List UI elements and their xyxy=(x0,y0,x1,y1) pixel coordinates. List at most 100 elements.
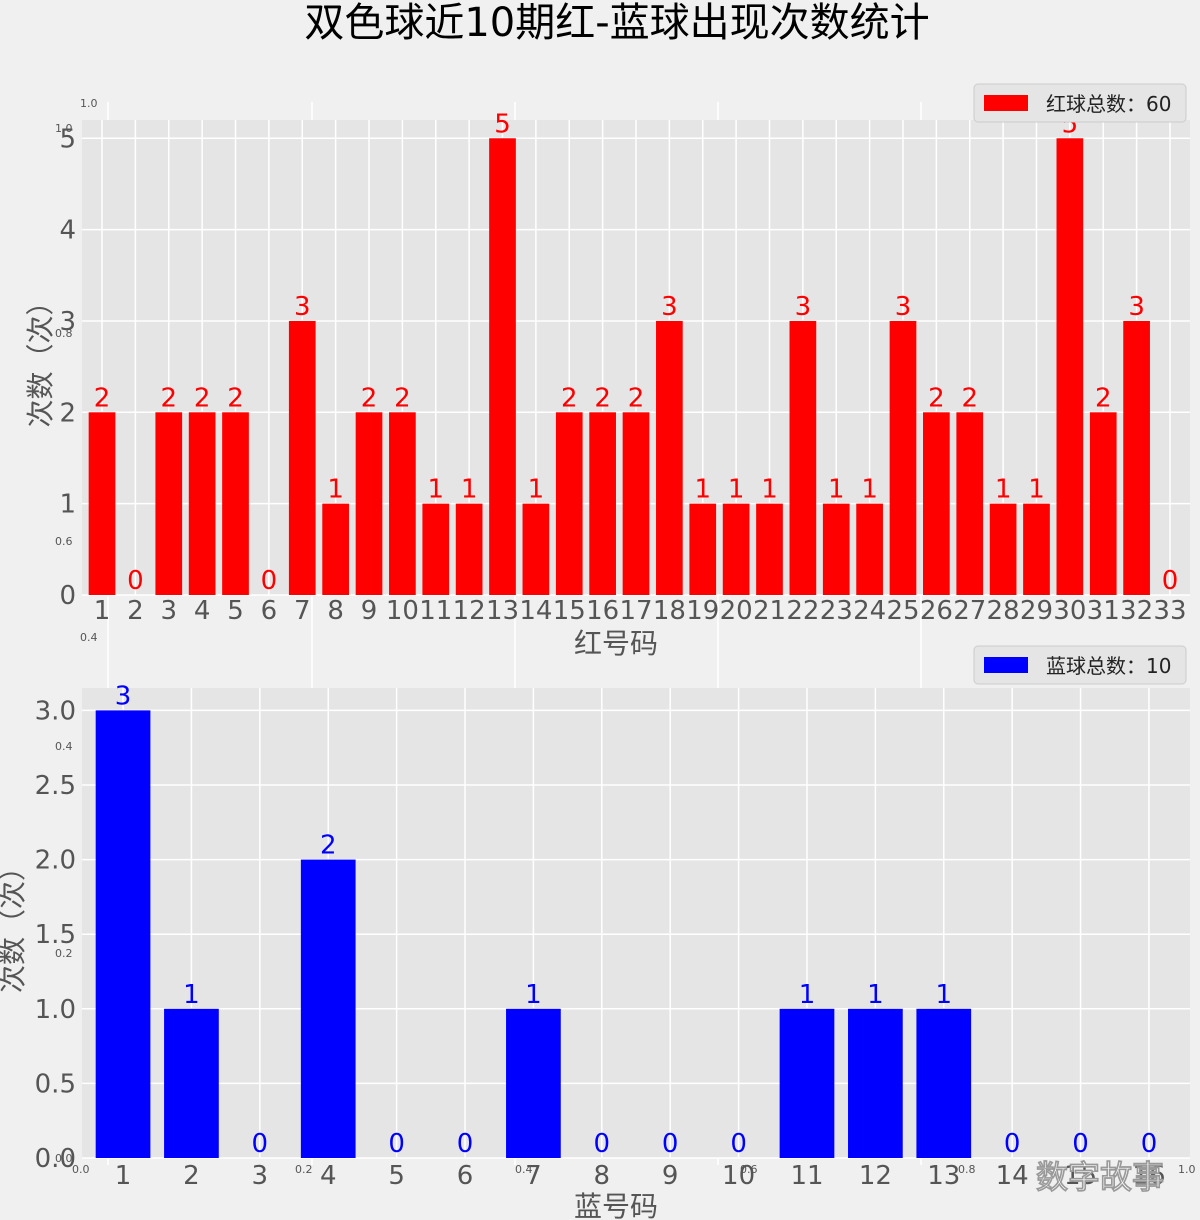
x-tick-label: 14 xyxy=(996,1161,1029,1191)
x-tick-label: 6 xyxy=(261,596,278,626)
bar-value-label: 2 xyxy=(94,383,111,413)
bar-value-label: 1 xyxy=(183,980,200,1010)
bar xyxy=(322,503,349,595)
x-tick-label: 18 xyxy=(653,596,686,626)
bar-value-label: 1 xyxy=(761,475,778,505)
bg-tick-label: 1.0 xyxy=(55,122,73,135)
x-tick-label: 3 xyxy=(160,596,177,626)
bar-value-label: 0 xyxy=(662,1129,679,1159)
bar xyxy=(956,412,984,595)
legend-box xyxy=(973,83,1187,123)
bar xyxy=(155,412,183,595)
bar-value-label: 0 xyxy=(252,1129,269,1159)
x-tick-label: 12 xyxy=(859,1161,892,1191)
bar xyxy=(916,1008,972,1158)
bar-value-label: 2 xyxy=(394,383,411,413)
bar-value-label: 2 xyxy=(961,383,978,413)
bar xyxy=(856,503,883,595)
bar-value-label: 2 xyxy=(561,383,578,413)
bar-value-label: 3 xyxy=(1128,292,1145,322)
x-tick-label: 17 xyxy=(619,596,652,626)
bar-value-label: 0 xyxy=(127,566,144,596)
bar-value-label: 0 xyxy=(1162,566,1179,596)
bar-value-label: 1 xyxy=(461,475,478,505)
legend-box xyxy=(973,645,1187,685)
x-tick-label: 5 xyxy=(388,1161,405,1191)
bar-value-label: 3 xyxy=(795,292,812,322)
bar xyxy=(1089,412,1117,595)
bar-value-label: 0 xyxy=(594,1129,611,1159)
blue-ball-chart: 0.00.51.01.52.02.53.0 3112032405061708090… xyxy=(0,645,1190,1220)
y-tick-label: 0.5 xyxy=(35,1069,76,1099)
bar xyxy=(455,503,483,595)
legend: 蓝球总数：10 xyxy=(973,645,1187,685)
legend-swatch xyxy=(984,657,1028,673)
bar xyxy=(188,412,216,595)
x-tick-label: 23 xyxy=(820,596,853,626)
legend-label: 红球总数：60 xyxy=(1046,92,1171,116)
y-tick-label: 2 xyxy=(59,398,76,428)
bar-value-label: 1 xyxy=(936,980,953,1010)
bar-value-label: 1 xyxy=(327,475,344,505)
x-tick-label: 27 xyxy=(953,596,986,626)
bar-value-label: 0 xyxy=(730,1129,747,1159)
bar-value-label: 1 xyxy=(995,475,1012,505)
bar xyxy=(656,320,683,595)
bg-tick-label: 0.4 xyxy=(55,740,73,753)
y-tick-label: 4 xyxy=(59,216,76,246)
bar-value-label: 1 xyxy=(528,475,545,505)
chart-title: 双色球近10期红-蓝球出现次数统计 xyxy=(304,0,929,46)
bg-tick-label: 1.0 xyxy=(1178,1163,1196,1176)
bar xyxy=(422,503,450,595)
bar xyxy=(489,138,516,595)
bar xyxy=(722,503,750,595)
bar-value-label: 2 xyxy=(1095,383,1112,413)
bar-value-label: 1 xyxy=(867,980,884,1010)
x-tick-label: 16 xyxy=(1132,1161,1165,1191)
bar xyxy=(848,1008,903,1158)
x-tick-label: 22 xyxy=(786,596,819,626)
bg-tick-label: 0.2 xyxy=(295,1163,313,1176)
x-tick-label: 25 xyxy=(886,596,919,626)
x-tick-label: 14 xyxy=(519,596,552,626)
bar xyxy=(589,412,616,595)
x-axis-label: 红号码 xyxy=(574,627,658,660)
bar xyxy=(779,1008,835,1158)
bar-value-label: 1 xyxy=(427,475,444,505)
y-tick-label: 2.0 xyxy=(35,846,76,876)
x-tick-label: 11 xyxy=(419,596,452,626)
bg-tick-label: 0.0 xyxy=(55,1152,73,1165)
plot-area xyxy=(82,688,1190,1158)
watermark: 数字故事 xyxy=(1036,1158,1164,1196)
bg-tick-label: 0.2 xyxy=(55,947,73,960)
bar xyxy=(923,412,950,595)
bar xyxy=(300,859,356,1158)
x-tick-label: 10 xyxy=(386,596,419,626)
bar xyxy=(889,320,917,595)
y-tick-label: 0.0 xyxy=(35,1144,76,1174)
x-tick-label: 4 xyxy=(194,596,211,626)
x-tick-label: 6 xyxy=(457,1161,474,1191)
y-tick-label: 1.0 xyxy=(35,995,76,1025)
bar-value-label: 0 xyxy=(1072,1129,1089,1159)
bar xyxy=(822,503,850,595)
bar-value-label: 1 xyxy=(1028,475,1045,505)
bar-value-label: 5 xyxy=(494,109,511,139)
x-tick-label: 13 xyxy=(927,1161,960,1191)
bg-tick-label: 1.0 xyxy=(80,97,98,110)
bar-value-label: 0 xyxy=(388,1129,405,1159)
x-tick-label: 2 xyxy=(127,596,144,626)
x-tick-label: 7 xyxy=(294,596,311,626)
bar-value-label: 2 xyxy=(594,383,611,413)
bar-value-label: 3 xyxy=(895,292,912,322)
x-tick-label: 1 xyxy=(94,596,111,626)
bar xyxy=(164,1008,219,1158)
x-tick-label: 1 xyxy=(115,1161,132,1191)
bar xyxy=(222,412,249,595)
x-tick-label: 21 xyxy=(753,596,786,626)
bar xyxy=(1023,503,1050,595)
x-tick-label: 10 xyxy=(722,1161,755,1191)
legend: 红球总数：60 xyxy=(973,83,1187,123)
bar-value-label: 2 xyxy=(160,383,177,413)
x-tick-label: 24 xyxy=(853,596,886,626)
